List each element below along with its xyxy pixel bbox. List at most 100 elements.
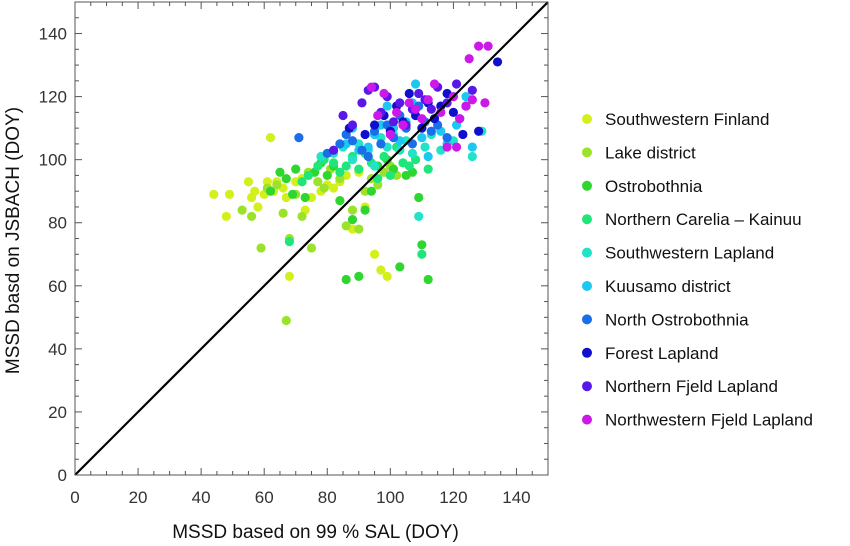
data-point-series-7 xyxy=(357,145,367,155)
data-point-series-10 xyxy=(398,120,408,130)
data-point-series-10 xyxy=(429,79,440,89)
data-point-series-3 xyxy=(335,196,345,206)
data-point-series-10 xyxy=(366,82,377,92)
data-point-series-1 xyxy=(262,177,272,187)
x-tick-label: 20 xyxy=(129,488,148,507)
data-point-series-6 xyxy=(376,120,386,130)
data-point-series-3 xyxy=(423,274,433,285)
data-point-series-7 xyxy=(347,136,358,146)
data-point-series-4 xyxy=(341,161,351,171)
data-point-series-1 xyxy=(243,177,254,187)
data-point-series-10 xyxy=(423,95,433,105)
legend-marker xyxy=(582,347,592,358)
data-point-series-10 xyxy=(392,107,402,117)
data-point-series-4 xyxy=(303,170,313,181)
data-point-series-3 xyxy=(341,274,351,285)
y-tick-label: 40 xyxy=(48,340,67,359)
x-tick-label: 100 xyxy=(376,488,404,507)
data-point-series-3 xyxy=(354,271,364,281)
y-tick-label: 80 xyxy=(48,214,67,233)
data-point-series-10 xyxy=(461,101,471,111)
data-point-series-9 xyxy=(426,104,436,114)
data-point-series-1 xyxy=(250,186,260,196)
data-point-series-9 xyxy=(467,85,477,95)
data-point-series-3 xyxy=(287,189,298,199)
data-point-series-3 xyxy=(322,170,332,181)
data-point-series-9 xyxy=(347,120,358,130)
legend-marker xyxy=(582,180,592,191)
data-point-series-10 xyxy=(385,129,395,140)
y-tick-label: 140 xyxy=(39,25,67,44)
legend-label: Lake district xyxy=(605,143,696,162)
data-point-series-1 xyxy=(382,271,392,281)
data-point-series-7 xyxy=(376,139,386,149)
data-point-series-1 xyxy=(265,132,276,143)
data-point-series-4 xyxy=(417,249,427,259)
data-point-series-4 xyxy=(297,177,307,187)
data-point-series-3 xyxy=(395,262,405,272)
legend-label: Forest Lapland xyxy=(605,344,718,363)
legend-label: North Ostrobothnia xyxy=(605,310,749,329)
x-tick-label: 40 xyxy=(192,488,211,507)
x-tick-label: 60 xyxy=(255,488,274,507)
data-point-series-8 xyxy=(404,88,414,99)
data-point-series-9 xyxy=(451,79,462,89)
x-tick-label: 80 xyxy=(318,488,337,507)
data-point-series-4 xyxy=(373,173,383,184)
data-point-series-5 xyxy=(369,161,380,171)
legend-marker xyxy=(582,114,592,124)
data-point-series-7 xyxy=(294,132,304,143)
data-point-series-3 xyxy=(275,167,285,177)
data-point-series-3 xyxy=(291,164,301,174)
data-point-series-8 xyxy=(448,107,458,117)
data-point-series-2 xyxy=(373,180,383,190)
legend-marker xyxy=(582,147,592,158)
data-point-series-5 xyxy=(420,142,430,152)
data-point-series-2 xyxy=(256,243,266,253)
legend-label: Northern Fjeld Lapland xyxy=(605,377,778,396)
data-point-series-9 xyxy=(395,98,405,108)
data-point-series-1 xyxy=(209,189,219,199)
data-point-series-10 xyxy=(464,54,474,64)
data-point-series-1 xyxy=(253,202,263,212)
legend-label: Southwestern Finland xyxy=(605,110,769,129)
x-tick-label: 140 xyxy=(502,488,530,507)
data-point-series-2 xyxy=(281,315,291,326)
data-point-series-4 xyxy=(423,164,433,174)
y-axis-title: MSSD basd on JSBACH (DOY) xyxy=(3,107,24,374)
data-point-series-4 xyxy=(354,164,364,174)
data-point-series-2 xyxy=(237,205,247,215)
data-point-series-9 xyxy=(414,88,424,99)
data-point-series-7 xyxy=(363,151,373,162)
data-point-series-2 xyxy=(354,224,364,234)
data-point-series-2 xyxy=(360,186,370,196)
data-point-series-7 xyxy=(442,132,452,143)
legend-marker xyxy=(582,214,592,225)
data-point-series-3 xyxy=(281,173,291,184)
data-point-series-2 xyxy=(297,211,307,222)
data-point-series-10 xyxy=(467,95,477,105)
legend-label: Southwestern Lapland xyxy=(605,244,774,263)
data-point-series-1 xyxy=(221,211,231,222)
data-point-series-10 xyxy=(410,104,421,114)
data-point-series-3 xyxy=(360,205,370,215)
y-tick-label: 0 xyxy=(58,466,67,485)
reference-line-y-equals-x xyxy=(74,1,549,476)
data-point-series-2 xyxy=(272,180,282,190)
y-tick-label: 60 xyxy=(48,277,67,296)
data-point-series-8 xyxy=(458,129,468,140)
data-point-series-3 xyxy=(414,192,424,203)
data-point-series-3 xyxy=(366,186,377,196)
data-point-series-7 xyxy=(335,139,345,149)
data-point-series-2 xyxy=(246,211,257,222)
data-point-series-9 xyxy=(388,117,399,127)
data-point-series-4 xyxy=(313,161,323,171)
data-point-series-2 xyxy=(319,183,329,193)
data-point-series-2 xyxy=(341,221,351,231)
data-point-series-10 xyxy=(417,114,427,124)
data-point-series-10 xyxy=(480,98,490,108)
data-point-series-1 xyxy=(284,271,295,281)
data-points xyxy=(74,1,549,476)
data-point-series-1 xyxy=(306,192,317,203)
